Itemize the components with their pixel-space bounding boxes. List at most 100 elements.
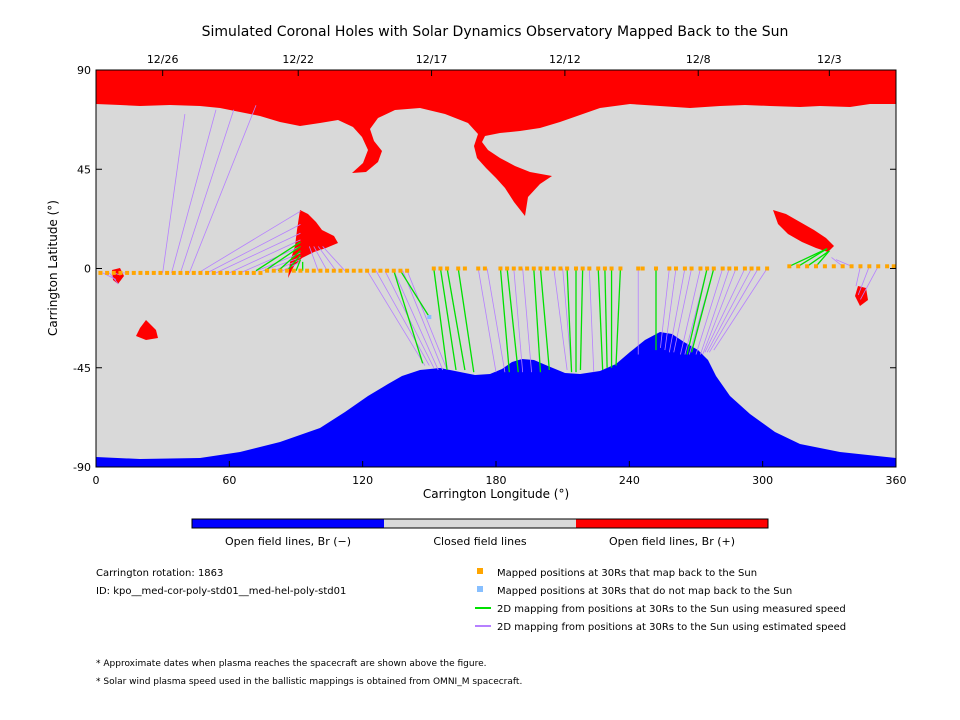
mapped-point-6 <box>138 270 143 275</box>
measured-mapping-line-55 <box>264 245 301 272</box>
mapped-point-78 <box>689 266 694 271</box>
mapped-point-92 <box>814 264 818 269</box>
mapped-point-39 <box>358 268 363 273</box>
estimated-mapping-line-38 <box>673 268 692 353</box>
south-coronal-hole <box>96 332 896 467</box>
mapped-point-32 <box>311 268 316 273</box>
coronal-hole-pos-3 <box>136 320 158 340</box>
y-tick-label-0: 0 <box>84 263 91 276</box>
mapped-point-8 <box>151 270 156 275</box>
measured-mapping-line-67 <box>506 268 519 373</box>
estimated-mapping-line-46 <box>706 268 752 353</box>
estimated-mapping-line-52 <box>857 266 870 296</box>
mapped-point-69 <box>602 266 607 271</box>
mapped-point-59 <box>531 266 536 271</box>
measured-mapping-line-76 <box>615 268 622 366</box>
mapped-point-68 <box>596 266 601 271</box>
measured-mapping-line-57 <box>286 254 301 272</box>
mapped-point-30 <box>298 268 303 273</box>
colorbar-positive <box>576 519 768 528</box>
mapped-point-70 <box>609 266 614 271</box>
estimated-mapping-line-31 <box>553 268 568 371</box>
mapped-point-11 <box>171 270 176 275</box>
mapped-point-25 <box>265 268 270 273</box>
mapped-point-33 <box>318 268 323 273</box>
x-tick-label-300: 300 <box>752 474 773 487</box>
estimated-mapping-line-36 <box>664 268 677 351</box>
mapped-point-13 <box>185 270 190 275</box>
estimated-mapping-line-32 <box>562 268 572 370</box>
mapped-point-64 <box>565 266 570 271</box>
measured-mapping-line-63 <box>439 268 457 371</box>
legend-not-mapped-label: Mapped positions at 30Rs that do not map… <box>497 586 792 597</box>
measured-mapping-line-60 <box>393 270 424 364</box>
estimated-mapping-line-51 <box>855 266 861 287</box>
estimated-mapping-line-45 <box>704 268 746 353</box>
mapped-point-23 <box>251 270 256 275</box>
measured-mapping-line-58 <box>295 259 302 271</box>
mapped-point-37 <box>345 268 350 273</box>
estimated-mapping-line-44 <box>702 268 737 355</box>
estimated-mapping-line-11 <box>229 239 301 274</box>
mapped-point-4 <box>125 270 130 275</box>
x-tick-label-60: 60 <box>222 474 236 487</box>
estimated-mapping-line-30 <box>522 268 532 373</box>
mapped-point-5 <box>131 270 136 275</box>
x-tick-label-360: 360 <box>886 474 907 487</box>
mapped-point-42 <box>378 268 383 273</box>
measured-mapping-line-81 <box>797 248 828 267</box>
mapped-points-layer <box>98 264 896 320</box>
mapped-point-2 <box>111 270 116 275</box>
mapped-point-80 <box>705 266 710 271</box>
measured-mapping-line-78 <box>686 268 708 355</box>
estimated-mapping-line-10 <box>215 232 301 274</box>
mapped-point-56 <box>511 266 516 271</box>
mapped-point-67 <box>587 266 592 271</box>
estimated-mapping-line-37 <box>668 268 686 353</box>
colorbar-label-positive: Open field lines, Br (+) <box>609 535 735 548</box>
mapped-point-57 <box>518 266 523 271</box>
colorbar-frame <box>191 518 769 529</box>
x-tick-label-180: 180 <box>486 474 507 487</box>
mapped-point-53 <box>482 266 487 271</box>
north-coronal-hole <box>96 70 896 216</box>
estimated-mapping-line-6 <box>180 109 235 274</box>
estimated-mapping-line-4 <box>162 114 186 273</box>
mapped-point-101 <box>891 264 896 269</box>
estimated-mapping-line-1 <box>109 272 119 285</box>
mapped-point-29 <box>291 268 296 273</box>
mapped-point-65 <box>574 266 578 271</box>
estimated-mapping-line-7 <box>188 105 257 274</box>
mapped-point-72 <box>636 266 641 271</box>
mapped-point-82 <box>720 266 725 271</box>
mapped-point-75 <box>667 266 672 271</box>
estimated-mapping-line-17 <box>308 246 319 271</box>
legend-mapped-swatch <box>477 568 483 574</box>
mapped-point-86 <box>749 266 754 271</box>
mapped-point-45 <box>398 268 403 273</box>
mapped-point-76 <box>674 266 678 271</box>
measured-mapping-line-74 <box>604 268 608 368</box>
colorbar: Open field lines, Br (−) Closed field li… <box>191 518 769 548</box>
measured-mapping-line-70 <box>566 268 573 373</box>
measured-mapping-line-80 <box>789 248 828 267</box>
estimated-mapping-line-43 <box>700 268 730 355</box>
mapped-point-49 <box>445 266 450 271</box>
y-axis-label: Carrington Latitude (°) <box>46 200 60 336</box>
estimated-mapping-line-9 <box>206 224 301 274</box>
carrington-rotation: Carrington rotation: 1863 <box>96 568 223 579</box>
mapped-point-85 <box>742 266 747 271</box>
mapped-point-77 <box>682 266 687 271</box>
mapped-point-22 <box>245 270 250 275</box>
date-tick-label-4: 12/8 <box>686 53 711 66</box>
estimated-mapping-line-19 <box>317 246 337 271</box>
estimated-mapping-line-22 <box>375 270 430 366</box>
mapped-point-38 <box>351 268 356 273</box>
y-tick-label-90: 90 <box>77 64 91 77</box>
measured-mapping-line-65 <box>457 268 475 373</box>
estimated-mapping-line-12 <box>240 246 301 274</box>
plot-area <box>96 70 896 467</box>
mapped-point-84 <box>734 266 738 271</box>
date-tick-label-5: 12/3 <box>817 53 842 66</box>
mapped-point-46 <box>405 268 410 273</box>
